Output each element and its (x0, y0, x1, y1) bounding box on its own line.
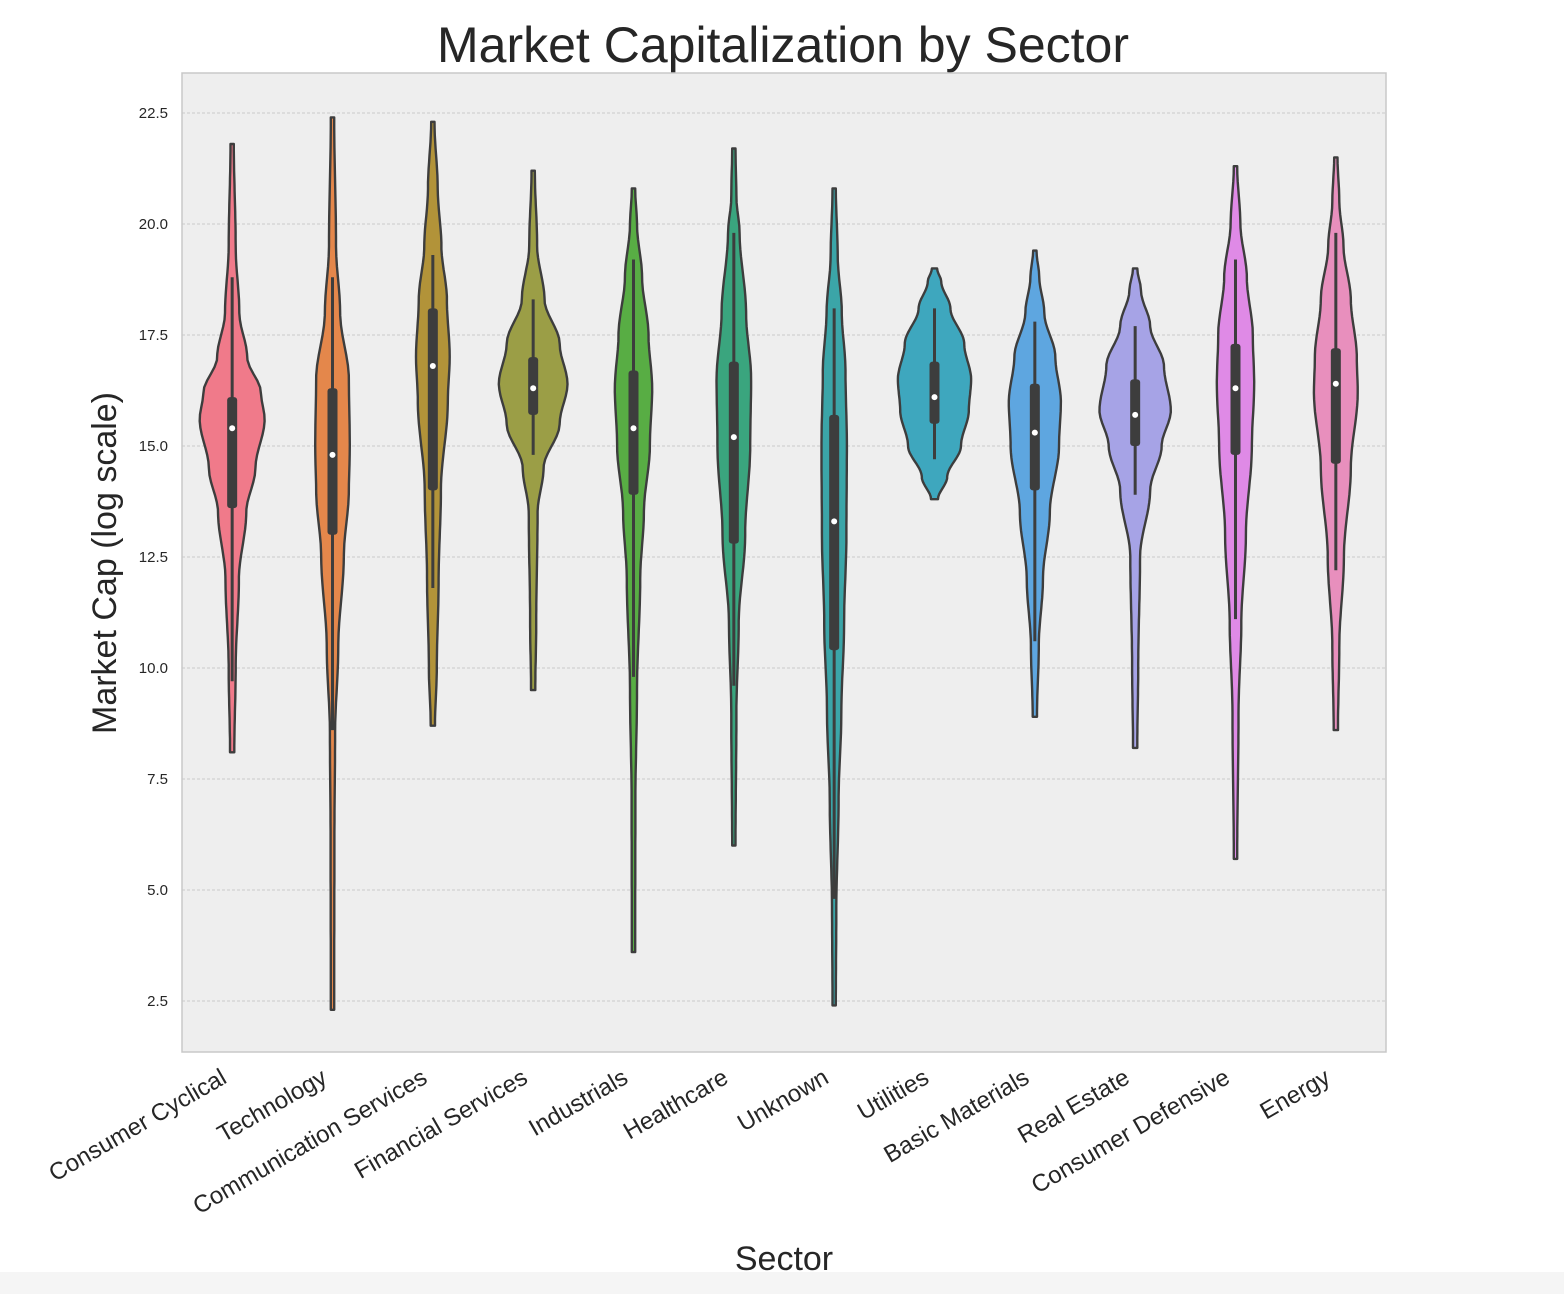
violin-8 (1007, 249, 1063, 718)
violin-iqr-box (628, 370, 639, 495)
violin-1 (314, 116, 351, 1011)
x-axis-label: Sector (735, 1240, 833, 1278)
violin-4 (613, 187, 654, 954)
violin-iqr-box (427, 308, 438, 491)
y-tick-label: 22.5 (139, 105, 168, 122)
chart-title: Market Capitalization by Sector (437, 17, 1129, 73)
y-tick-label: 20.0 (139, 216, 168, 233)
y-tick-label: 15.0 (139, 438, 168, 455)
violin-median (730, 434, 737, 441)
violin-median (931, 394, 938, 401)
violin-iqr-box (1330, 348, 1341, 464)
violin-6 (820, 187, 849, 1007)
violin-7 (896, 267, 973, 501)
violin-iqr-box (728, 361, 739, 544)
violin-11 (1312, 156, 1359, 732)
violin-9 (1098, 267, 1172, 750)
violin-3 (497, 169, 569, 692)
x-tick-label: Energy (1255, 1064, 1334, 1125)
y-tick-label: 10.0 (139, 660, 168, 677)
violin-median (831, 518, 838, 525)
violin-5 (715, 147, 753, 847)
violin-median (1232, 385, 1239, 392)
y-tick-label: 12.5 (139, 549, 168, 566)
violin-median (229, 425, 236, 432)
violin-iqr-box (327, 388, 338, 535)
bottom-band (0, 1272, 1564, 1294)
grid-lines (182, 112, 1386, 1002)
x-axis-ticks: Consumer CyclicalTechnologyCommunication… (44, 1064, 1334, 1220)
y-tick-label: 2.5 (147, 993, 168, 1010)
violin-median (1031, 429, 1038, 436)
violin-median (530, 385, 537, 392)
violin-iqr-box (1230, 343, 1241, 455)
x-tick-label: Financial Services (350, 1064, 532, 1185)
y-axis-ticks: 2.5 5.0 7.5 10.0 12.5 15.0 17.5 20.0 22.5 (139, 105, 168, 1010)
x-tick-label: Industrials (524, 1064, 632, 1142)
violin-10 (1215, 165, 1256, 861)
violin-median (429, 363, 436, 370)
violin-0 (198, 142, 266, 754)
violin-median (1132, 411, 1139, 418)
y-axis-label: Market Cap (log scale) (86, 392, 124, 734)
violin-iqr-box (829, 414, 840, 651)
violin-2 (414, 120, 451, 727)
x-tick-label: Healthcare (619, 1064, 733, 1145)
x-tick-label: Utilities (853, 1064, 933, 1126)
x-tick-label: Consumer Cyclical (44, 1064, 231, 1187)
violin-iqr-box (1029, 383, 1040, 491)
y-tick-label: 7.5 (147, 771, 168, 788)
y-tick-label: 5.0 (147, 882, 168, 899)
violin-median (329, 451, 336, 458)
violin-iqr-box (929, 361, 940, 424)
violin-body (1098, 267, 1172, 750)
x-tick-label: Unknown (733, 1064, 833, 1137)
violins (198, 116, 1359, 1011)
violin-iqr-box (227, 397, 238, 509)
violin-median (630, 425, 637, 432)
violin-median (1332, 380, 1339, 387)
y-tick-label: 17.5 (139, 327, 168, 344)
plot-area (181, 72, 1387, 1053)
